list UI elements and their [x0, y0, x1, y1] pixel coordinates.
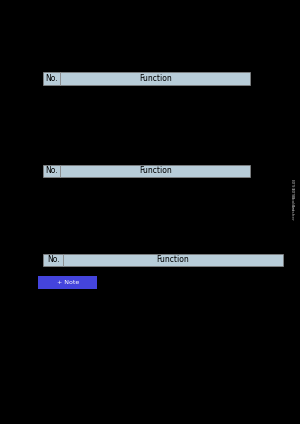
FancyBboxPatch shape	[38, 276, 97, 289]
Text: Finisher: Finisher	[290, 204, 294, 221]
Text: B793: B793	[290, 188, 294, 199]
Text: Function: Function	[139, 166, 172, 176]
FancyBboxPatch shape	[43, 72, 61, 85]
Text: No.: No.	[45, 166, 58, 176]
FancyBboxPatch shape	[61, 165, 250, 177]
FancyBboxPatch shape	[43, 165, 61, 177]
Text: Booklet: Booklet	[290, 195, 294, 211]
FancyBboxPatch shape	[61, 72, 250, 85]
Text: + Note: + Note	[56, 280, 79, 285]
Text: No.: No.	[47, 255, 59, 265]
FancyBboxPatch shape	[43, 254, 63, 266]
FancyBboxPatch shape	[63, 254, 283, 266]
Text: Function: Function	[157, 255, 190, 265]
Text: B793: B793	[290, 179, 294, 190]
Text: No.: No.	[45, 74, 58, 83]
Text: Function: Function	[139, 74, 172, 83]
